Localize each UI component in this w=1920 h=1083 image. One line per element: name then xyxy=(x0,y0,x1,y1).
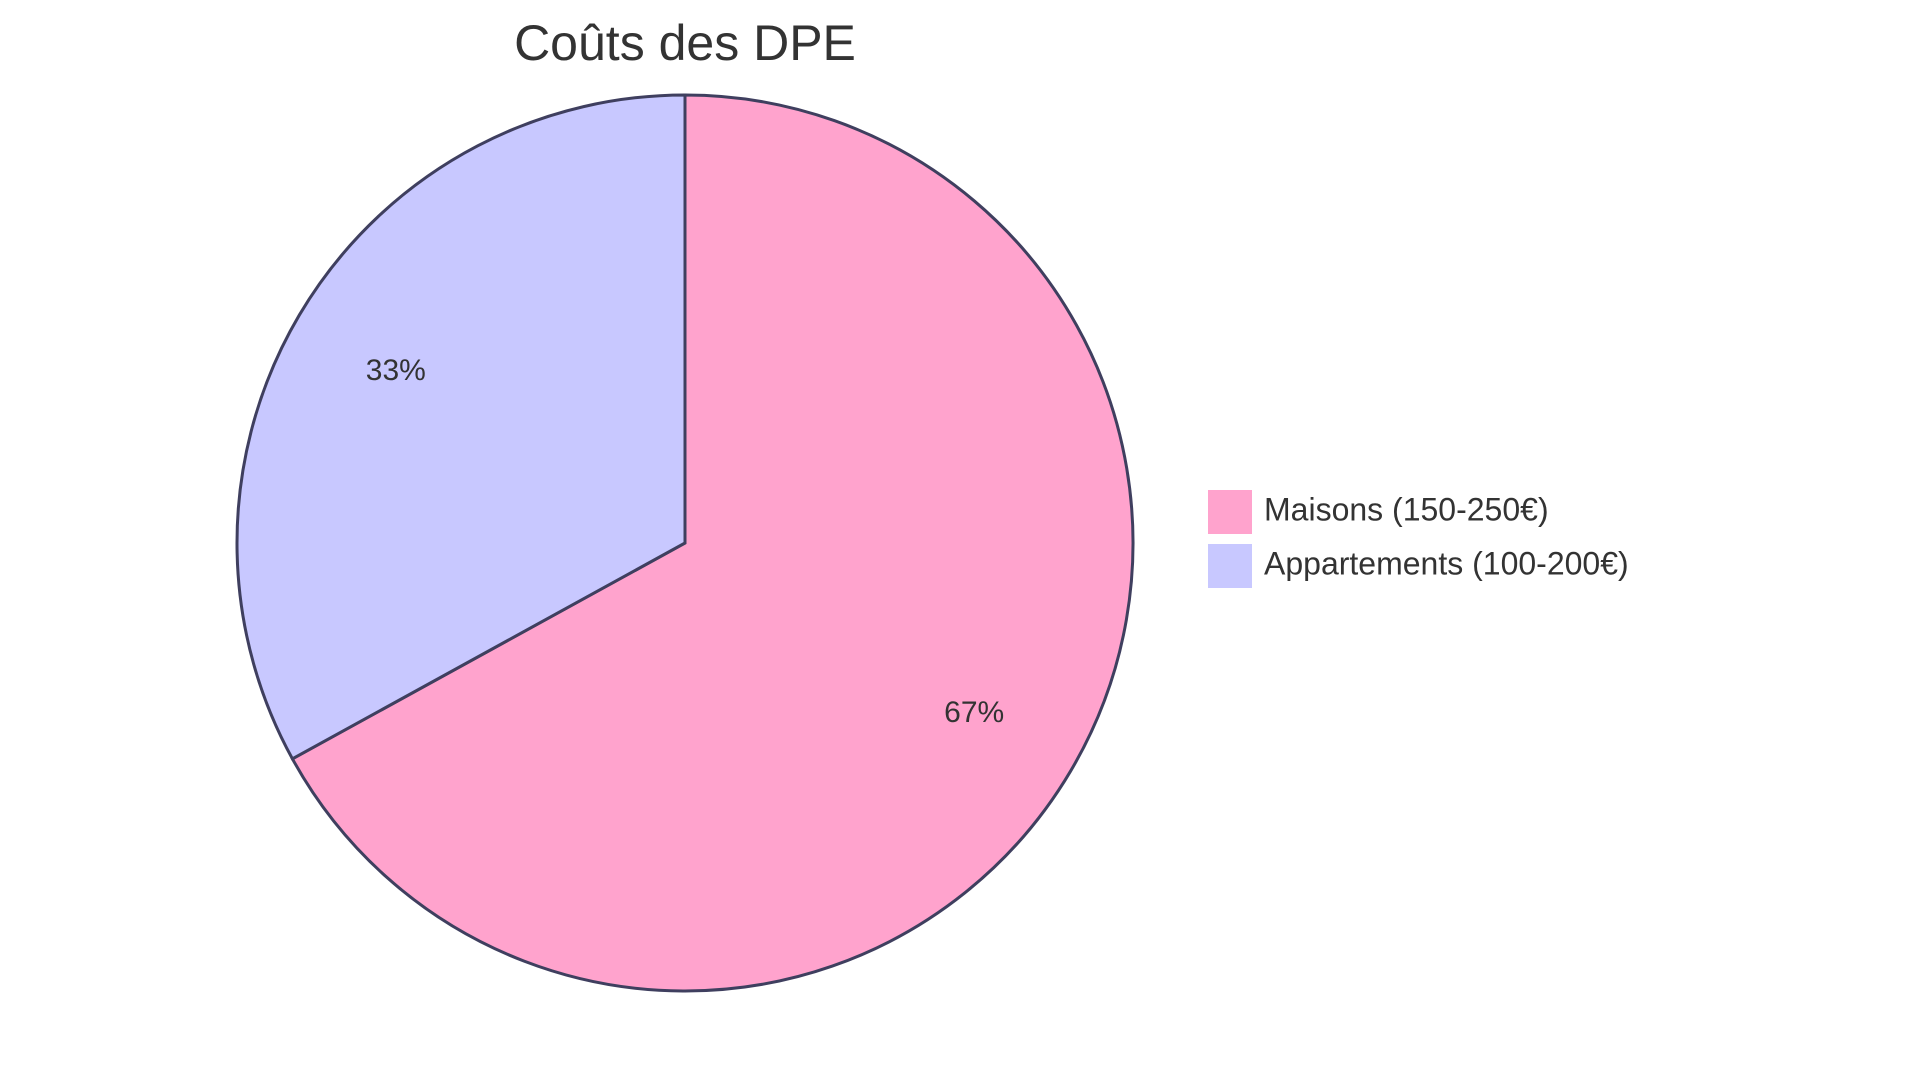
slice-label-0: 67% xyxy=(944,696,1004,729)
legend-swatch-1 xyxy=(1208,544,1252,588)
legend-label-0: Maisons (150-250€) xyxy=(1264,491,1549,527)
legend-swatch-0 xyxy=(1208,490,1252,534)
legend-label-1: Appartements (100-200€) xyxy=(1264,545,1629,581)
chart-title: Coûts des DPE xyxy=(514,15,856,71)
slice-label-1: 33% xyxy=(366,354,426,387)
pie-slice-labels: 67% 33% xyxy=(366,354,1004,729)
legend: Maisons (150-250€) Appartements (100-200€… xyxy=(1208,490,1629,588)
pie-slices xyxy=(235,93,1135,993)
pie-slice-0 xyxy=(290,93,1135,993)
pie-slice-1 xyxy=(235,93,687,761)
